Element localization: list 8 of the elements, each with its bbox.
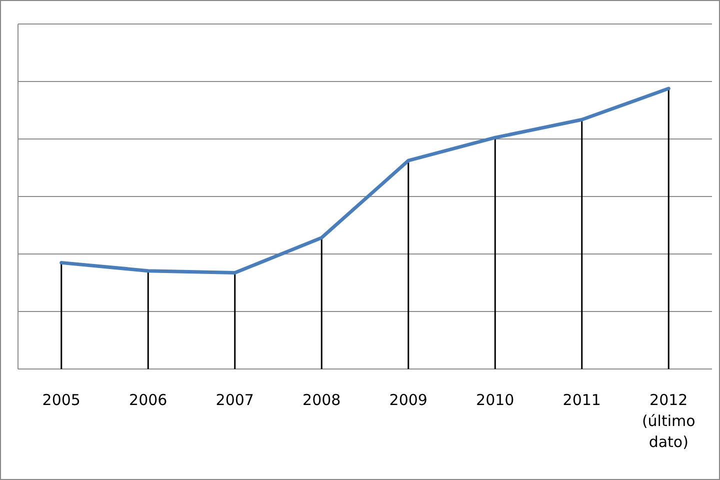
x-tick-label: 2010 bbox=[476, 391, 514, 409]
x-tick-label: 2005 bbox=[42, 391, 80, 409]
x-tick-label: 2009 bbox=[389, 391, 428, 409]
x-tick-label: 2012 (último dato) bbox=[642, 391, 696, 451]
x-tick-label: 2006 bbox=[129, 391, 168, 409]
x-tick-label: 2007 bbox=[216, 391, 254, 409]
x-tick-label: 2011 bbox=[562, 391, 601, 409]
x-tick-label: 2008 bbox=[302, 391, 341, 409]
